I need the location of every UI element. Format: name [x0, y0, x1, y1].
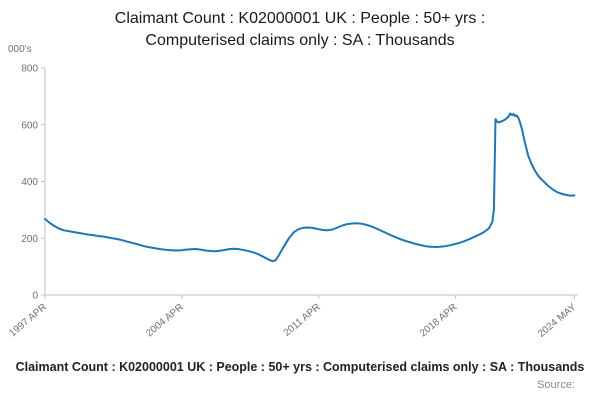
chart-title-line-1: Claimant Count : K02000001 UK : People :… [114, 10, 486, 27]
y-tick-label: 400 [21, 177, 38, 188]
chart-title: Claimant Count : K02000001 UK : People :… [0, 8, 600, 51]
footer-caption-text: Claimant Count : K02000001 UK : People :… [15, 360, 585, 374]
y-tick-label: 0 [32, 291, 38, 302]
claimant-count-line [44, 112, 576, 263]
y-tick-label: 600 [21, 120, 38, 131]
footer-caption: Claimant Count : K02000001 UK : People :… [0, 360, 600, 374]
y-tick-label: 800 [21, 64, 38, 75]
y-axis-unit-label: 000's [8, 44, 32, 55]
y-tick-label: 200 [21, 234, 38, 245]
x-tick-label: 2018 APR [418, 302, 460, 339]
chart-canvas: 0 200 400 600 800 1997 APR 2004 APR 2011 APR 201… [7, 64, 579, 340]
source-label: Source: [537, 379, 575, 391]
chart-title-line-2: Computerised claims only : SA : Thousand… [145, 31, 455, 49]
x-tick-label: 2024 MAY [536, 302, 579, 340]
x-tick-label: 1997 APR [7, 302, 49, 339]
x-tick-label: 2011 APR [282, 302, 323, 339]
x-tick-label: 2004 APR [144, 302, 186, 339]
